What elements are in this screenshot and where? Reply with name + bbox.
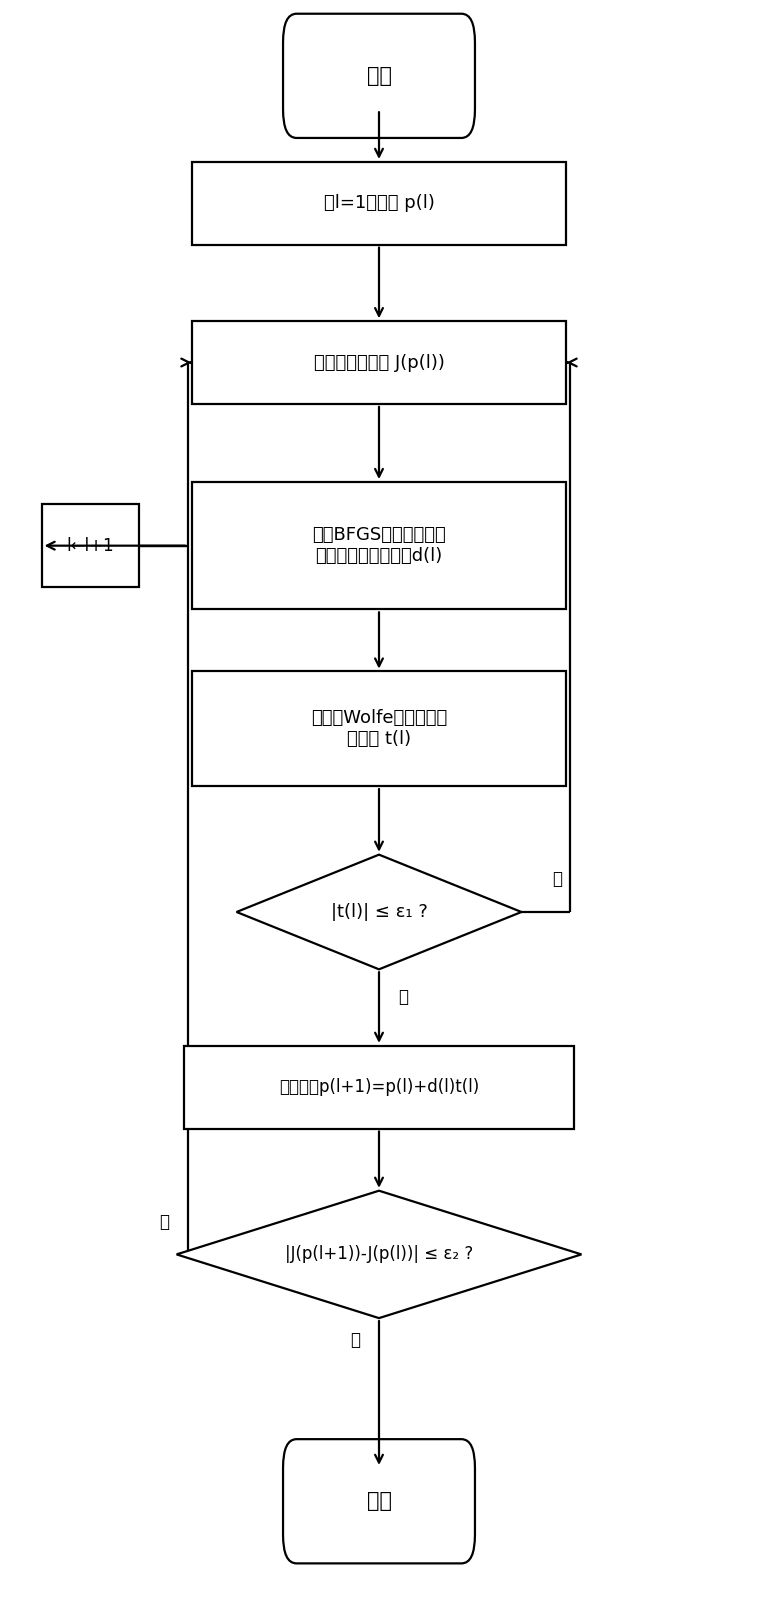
- Bar: [192, 482, 566, 610]
- Bar: [42, 504, 139, 588]
- Bar: [192, 162, 566, 245]
- Bar: [192, 322, 566, 403]
- Text: 根据弱Wolfe准则搜索最
优步长 t(l): 根据弱Wolfe准则搜索最 优步长 t(l): [311, 709, 447, 748]
- Polygon shape: [236, 855, 522, 969]
- Polygon shape: [177, 1191, 581, 1318]
- FancyBboxPatch shape: [283, 14, 475, 138]
- Text: |J(p(l+1))-J(p(l))| ≤ ε₂ ?: |J(p(l+1))-J(p(l))| ≤ ε₂ ?: [285, 1246, 473, 1263]
- Bar: [192, 671, 566, 786]
- Text: 否: 否: [159, 1212, 169, 1231]
- Text: 令l=1，给定 p(l): 令l=1，给定 p(l): [324, 194, 434, 213]
- Text: 更新参数p(l+1)=p(l)+d(l)t(l): 更新参数p(l+1)=p(l)+d(l)t(l): [279, 1077, 479, 1097]
- Text: 否: 否: [398, 988, 408, 1007]
- Text: 终止: 终止: [367, 1491, 391, 1511]
- Text: 开始: 开始: [367, 66, 391, 86]
- Text: 计算目标函数值 J(p(l)): 计算目标函数值 J(p(l)): [314, 354, 444, 371]
- Text: 是: 是: [350, 1330, 360, 1350]
- Bar: [184, 1045, 574, 1129]
- Text: 通过BFGS和梯度采样技
术计算最速下降方向d(l): 通过BFGS和梯度采样技 术计算最速下降方向d(l): [312, 527, 446, 565]
- Text: 是: 是: [553, 869, 562, 889]
- Text: |t(l)| ≤ ε₁ ?: |t(l)| ≤ ε₁ ?: [330, 903, 428, 921]
- FancyBboxPatch shape: [283, 1439, 475, 1564]
- Text: l←l+1: l←l+1: [67, 536, 114, 554]
